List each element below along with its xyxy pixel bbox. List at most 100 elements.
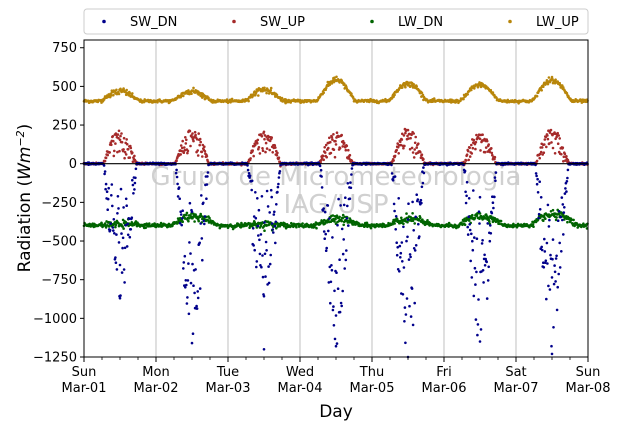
- data-point: [199, 212, 202, 216]
- data-point: [264, 240, 268, 244]
- data-point: [545, 297, 548, 301]
- data-point: [478, 137, 482, 141]
- data-point: [190, 135, 194, 139]
- data-point: [554, 78, 557, 81]
- data-point: [122, 148, 125, 151]
- data-point: [131, 183, 135, 187]
- data-point: [259, 233, 263, 236]
- data-point: [467, 219, 471, 222]
- data-point: [403, 144, 406, 148]
- data-point: [331, 214, 335, 217]
- data-point: [252, 244, 255, 247]
- data-point: [257, 208, 261, 212]
- data-point: [562, 211, 566, 214]
- data-point: [203, 145, 206, 148]
- data-point: [191, 132, 194, 135]
- data-point: [547, 284, 550, 288]
- data-point: [405, 239, 408, 243]
- data-point: [464, 159, 468, 162]
- data-point: [422, 171, 426, 175]
- data-point: [113, 232, 116, 235]
- data-point: [535, 182, 539, 186]
- data-point: [468, 223, 472, 226]
- data-point: [115, 88, 118, 92]
- data-point: [341, 289, 345, 293]
- data-point: [404, 341, 407, 345]
- data-point: [330, 268, 334, 272]
- data-point: [125, 245, 129, 248]
- data-point: [246, 168, 250, 172]
- data-point: [123, 246, 127, 250]
- data-point: [257, 146, 261, 149]
- data-point: [484, 257, 488, 261]
- data-point: [542, 85, 545, 88]
- data-point: [411, 219, 415, 222]
- data-point: [290, 221, 293, 225]
- data-point: [327, 281, 331, 284]
- data-point: [558, 241, 561, 245]
- data-point: [476, 333, 479, 337]
- data-point: [122, 206, 125, 209]
- data-point: [334, 314, 338, 317]
- data-point: [481, 133, 484, 136]
- data-point: [462, 97, 465, 101]
- data-point: [174, 171, 178, 175]
- data-point: [265, 91, 268, 95]
- data-point: [548, 218, 551, 222]
- data-point: [187, 312, 191, 316]
- data-point: [420, 153, 424, 156]
- data-point: [419, 150, 422, 154]
- data-point: [393, 93, 396, 97]
- data-point: [109, 222, 112, 225]
- data-point: [477, 210, 481, 213]
- data-point: [566, 168, 570, 172]
- data-point: [269, 188, 273, 192]
- data-point: [492, 206, 495, 210]
- data-point: [535, 94, 539, 98]
- data-point: [489, 232, 493, 235]
- data-point: [134, 167, 138, 171]
- data-point: [253, 248, 256, 252]
- data-point: [114, 223, 118, 227]
- data-point: [184, 136, 187, 139]
- data-point: [402, 134, 406, 137]
- data-point: [254, 216, 258, 220]
- data-point: [412, 132, 416, 135]
- data-point: [179, 210, 182, 213]
- data-point: [561, 203, 565, 206]
- data-point: [394, 228, 398, 231]
- data-point: [409, 315, 413, 318]
- data-point: [120, 140, 124, 144]
- data-point: [192, 86, 195, 90]
- data-point: [125, 88, 128, 92]
- data-point: [411, 200, 414, 204]
- data-point: [203, 215, 207, 218]
- data-point: [268, 262, 272, 266]
- data-point: [254, 191, 257, 194]
- data-point: [198, 287, 202, 290]
- y-axis-label: Radiation (Wm−2): [14, 124, 36, 273]
- data-point: [265, 224, 268, 227]
- data-point: [540, 89, 543, 92]
- legend-label: LW_UP: [536, 15, 579, 30]
- data-point: [104, 187, 107, 191]
- data-point: [103, 159, 107, 163]
- data-point: [260, 135, 264, 138]
- data-point: [115, 268, 119, 271]
- data-point: [110, 94, 113, 97]
- data-point: [342, 223, 346, 227]
- data-point: [133, 181, 137, 185]
- data-point: [159, 221, 163, 225]
- data-point: [555, 135, 558, 139]
- data-point: [473, 236, 476, 239]
- data-point: [478, 81, 481, 84]
- data-point: [422, 157, 425, 161]
- data-point: [337, 135, 340, 138]
- data-point: [339, 301, 343, 305]
- data-point: [131, 160, 135, 163]
- data-point: [463, 217, 466, 221]
- data-point: [192, 284, 195, 288]
- data-point: [206, 160, 210, 163]
- data-point: [112, 139, 115, 143]
- data-point: [341, 216, 345, 220]
